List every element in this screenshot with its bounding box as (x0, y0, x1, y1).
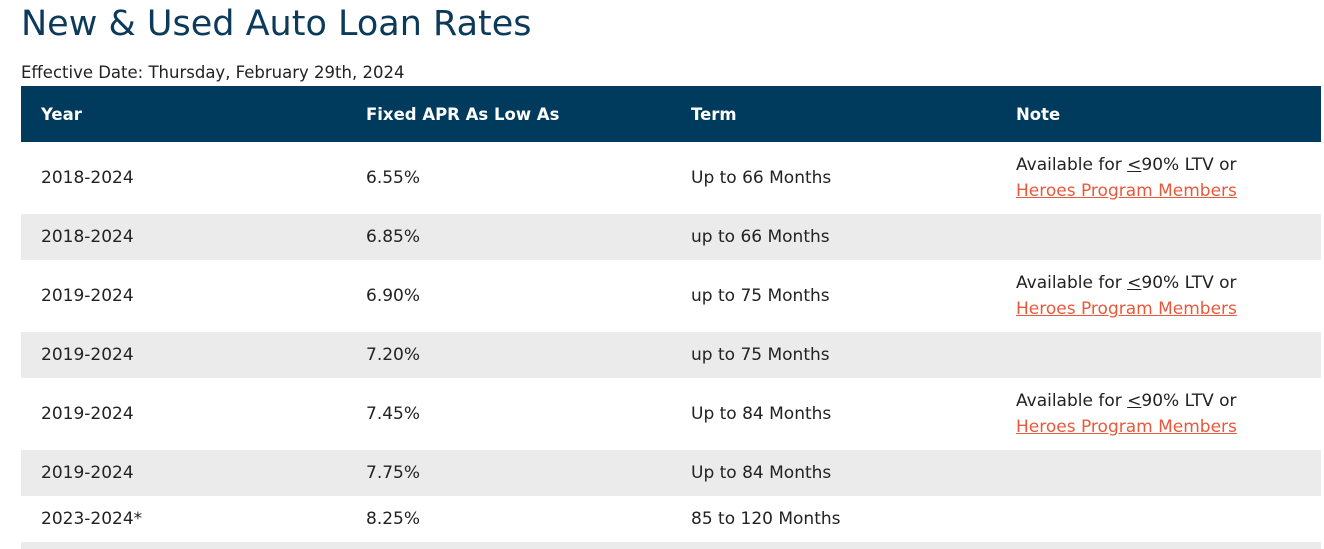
cell-term: up to 66 Months (671, 214, 996, 260)
header-apr: Fixed APR As Low As (346, 86, 671, 142)
next-row-partial (21, 542, 1321, 549)
heroes-program-link[interactable]: Heroes Program Members (1016, 299, 1237, 319)
page-title: New & Used Auto Loan Rates (21, 4, 532, 44)
note-text: Available for <90% LTV or (1016, 388, 1321, 414)
less-equal-symbol: < (1127, 391, 1142, 411)
less-equal-symbol: < (1127, 155, 1142, 175)
header-note: Note (996, 86, 1321, 142)
cell-apr: 6.55% (346, 142, 671, 214)
cell-note: Available for <90% LTV or Heroes Program… (996, 260, 1321, 332)
table-row: 2019-2024 7.20% up to 75 Months (21, 332, 1321, 378)
cell-term: Up to 84 Months (671, 378, 996, 450)
rates-table-body: 2018-2024 6.55% Up to 66 Months Availabl… (21, 142, 1321, 542)
table-row: 2019-2024 7.75% Up to 84 Months (21, 450, 1321, 496)
cell-apr: 7.20% (346, 332, 671, 378)
cell-note (996, 332, 1321, 378)
header-year: Year (21, 86, 346, 142)
cell-year: 2019-2024 (21, 378, 346, 450)
cell-note (996, 450, 1321, 496)
cell-term: up to 75 Months (671, 260, 996, 332)
cell-note: Available for <90% LTV or Heroes Program… (996, 142, 1321, 214)
cell-year: 2018-2024 (21, 142, 346, 214)
note-prefix: Available for (1016, 155, 1128, 175)
cell-term: Up to 84 Months (671, 450, 996, 496)
table-row: 2018-2024 6.55% Up to 66 Months Availabl… (21, 142, 1321, 214)
table-row: 2023-2024* 8.25% 85 to 120 Months (21, 496, 1321, 542)
note-suffix: 90% LTV or (1141, 391, 1237, 411)
cell-apr: 8.25% (346, 496, 671, 542)
note-prefix: Available for (1016, 391, 1128, 411)
heroes-program-link[interactable]: Heroes Program Members (1016, 181, 1237, 201)
cell-apr: 7.45% (346, 378, 671, 450)
table-row: 2018-2024 6.85% up to 66 Months (21, 214, 1321, 260)
rates-table-header: Year Fixed APR As Low As Term Note (21, 86, 1321, 142)
note-text: Available for <90% LTV or (1016, 270, 1321, 296)
cell-note (996, 496, 1321, 542)
note-suffix: 90% LTV or (1141, 273, 1237, 293)
note-suffix: 90% LTV or (1141, 155, 1237, 175)
less-equal-symbol: < (1127, 273, 1142, 293)
header-term: Term (671, 86, 996, 142)
note-prefix: Available for (1016, 273, 1128, 293)
cell-term: Up to 66 Months (671, 142, 996, 214)
cell-year: 2018-2024 (21, 214, 346, 260)
heroes-program-link[interactable]: Heroes Program Members (1016, 417, 1237, 437)
table-row: 2019-2024 7.45% Up to 84 Months Availabl… (21, 378, 1321, 450)
cell-apr: 7.75% (346, 450, 671, 496)
note-text: Available for <90% LTV or (1016, 152, 1321, 178)
cell-note (996, 214, 1321, 260)
cell-term: 85 to 120 Months (671, 496, 996, 542)
header-row: Year Fixed APR As Low As Term Note (21, 86, 1321, 142)
cell-apr: 6.85% (346, 214, 671, 260)
effective-date: Effective Date: Thursday, February 29th,… (21, 63, 405, 82)
cell-year: 2019-2024 (21, 260, 346, 332)
cell-year: 2019-2024 (21, 332, 346, 378)
cell-apr: 6.90% (346, 260, 671, 332)
cell-note: Available for <90% LTV or Heroes Program… (996, 378, 1321, 450)
cell-year: 2019-2024 (21, 450, 346, 496)
cell-year: 2023-2024* (21, 496, 346, 542)
cell-term: up to 75 Months (671, 332, 996, 378)
rates-table: Year Fixed APR As Low As Term Note 2018-… (21, 86, 1321, 542)
table-row: 2019-2024 6.90% up to 75 Months Availabl… (21, 260, 1321, 332)
